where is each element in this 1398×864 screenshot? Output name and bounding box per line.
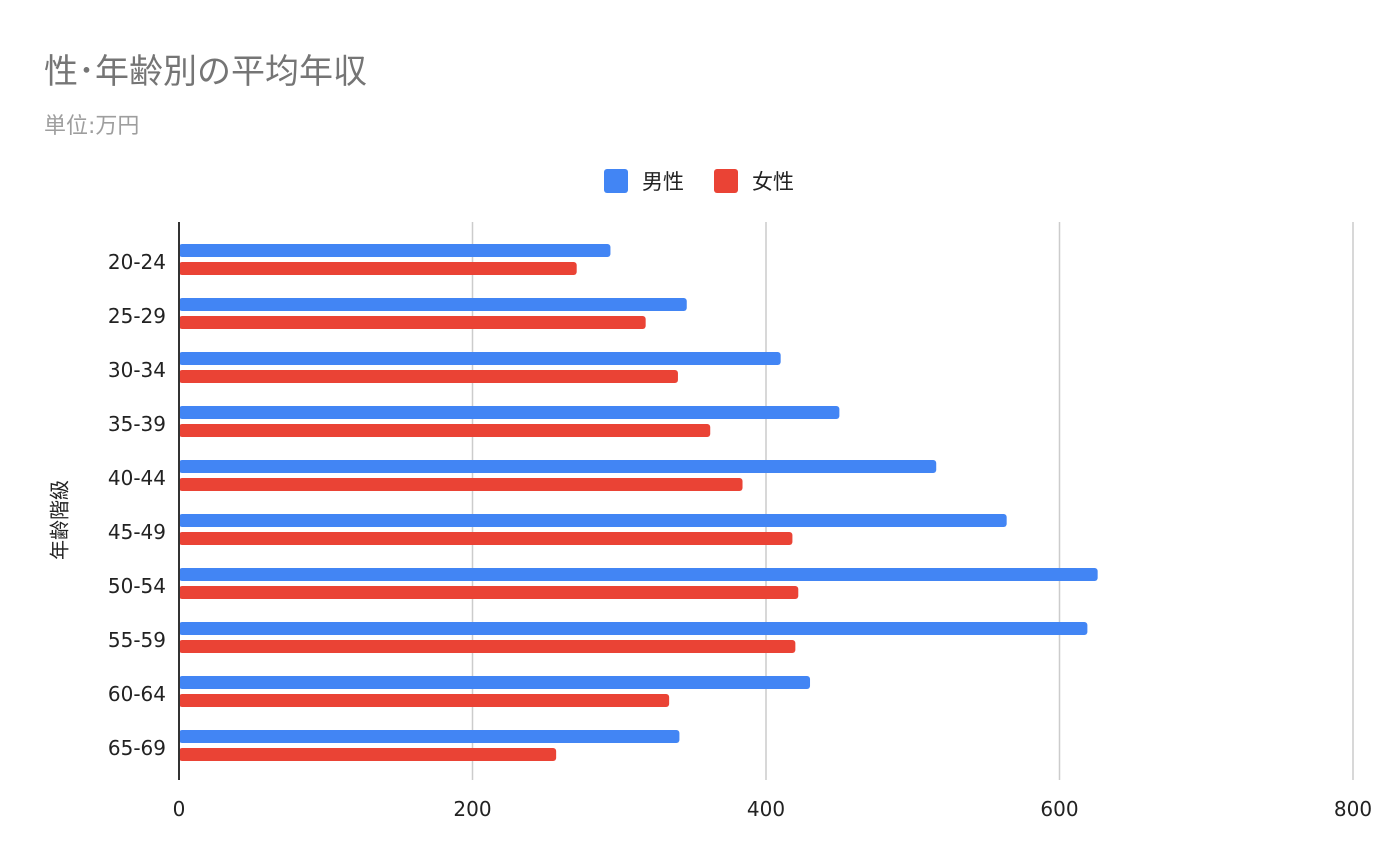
bar-female bbox=[179, 640, 796, 653]
y-tick-label: 40-44 bbox=[108, 466, 166, 490]
y-tick-label: 25-29 bbox=[108, 304, 166, 328]
bar-female bbox=[179, 586, 799, 599]
x-tick-label: 800 bbox=[1334, 797, 1372, 821]
bar-female bbox=[179, 532, 793, 545]
bar-male bbox=[179, 622, 1088, 635]
legend-swatch-female bbox=[714, 169, 738, 193]
y-tick-label: 65-69 bbox=[108, 736, 166, 760]
bar-male bbox=[179, 568, 1098, 581]
y-tick-label: 30-34 bbox=[108, 358, 166, 382]
bar-male bbox=[179, 730, 680, 743]
y-tick-label: 35-39 bbox=[108, 412, 166, 436]
legend-item-female[interactable]: 女性 bbox=[714, 166, 794, 196]
bar-female bbox=[179, 424, 711, 437]
legend-item-male[interactable]: 男性 bbox=[604, 166, 684, 196]
bar-female bbox=[179, 694, 670, 707]
bar-female bbox=[179, 748, 557, 761]
x-tick-label: 0 bbox=[173, 797, 186, 821]
chart-subtitle: 単位:万円 bbox=[44, 114, 140, 139]
bar-male bbox=[179, 406, 840, 419]
y-tick-label: 50-54 bbox=[108, 574, 166, 598]
bar-female bbox=[179, 478, 743, 491]
bar-female bbox=[179, 316, 646, 329]
bar-female bbox=[179, 262, 577, 275]
y-tick-label: 20-24 bbox=[108, 250, 166, 274]
bar-male bbox=[179, 244, 611, 257]
x-tick-label: 400 bbox=[747, 797, 785, 821]
legend: 男性 女性 bbox=[0, 166, 1398, 196]
y-tick-label: 45-49 bbox=[108, 520, 166, 544]
x-tick-label: 600 bbox=[1040, 797, 1078, 821]
bar-male bbox=[179, 514, 1007, 527]
legend-label-female: 女性 bbox=[752, 170, 794, 194]
y-tick-label: 55-59 bbox=[108, 628, 166, 652]
bar-male bbox=[179, 352, 781, 365]
bar-male bbox=[179, 676, 811, 689]
bar-female bbox=[179, 370, 678, 383]
bar-male bbox=[179, 298, 687, 311]
y-tick-label: 60-64 bbox=[108, 682, 166, 706]
bar-male bbox=[179, 460, 937, 473]
chart-title: 性･年齢別の平均年収 bbox=[44, 52, 367, 92]
legend-label-male: 男性 bbox=[642, 170, 684, 194]
x-tick-label: 200 bbox=[453, 797, 491, 821]
legend-swatch-male bbox=[604, 169, 628, 193]
